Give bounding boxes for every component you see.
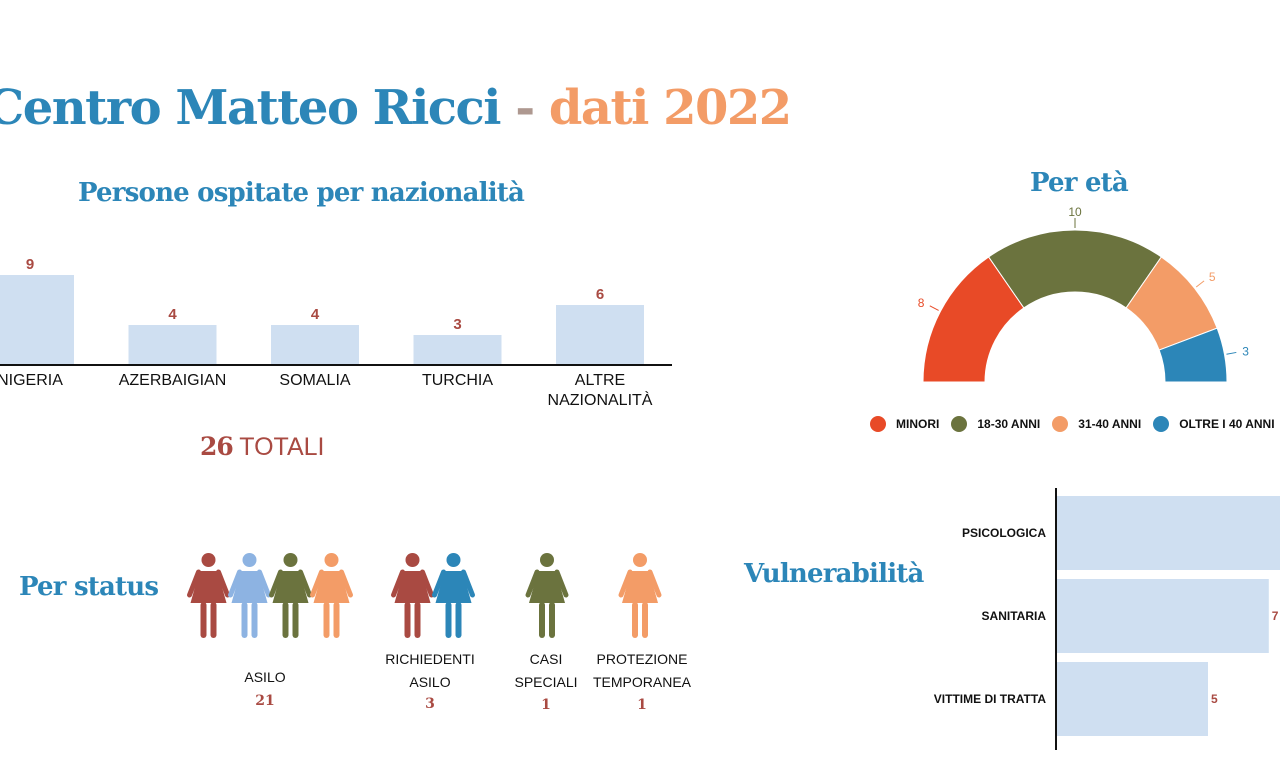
person-icon — [432, 553, 475, 638]
bar — [1056, 662, 1208, 736]
person-icon — [269, 553, 312, 638]
leader-line — [1195, 280, 1205, 288]
status-pictogram — [187, 553, 662, 638]
age-legend: MINORI 18-30 ANNI 31-40 ANNI OLTRE I 40 ANN… — [870, 416, 1280, 432]
total-number: 26 — [200, 432, 234, 461]
data-label: 5 — [1211, 692, 1218, 706]
bar — [1056, 579, 1269, 653]
person-icon — [525, 553, 569, 638]
status-label-line: CASI — [529, 651, 563, 667]
status-count: 21 — [255, 693, 275, 709]
leader-line — [1226, 351, 1237, 355]
legend-item: 31-40 ANNI — [1052, 416, 1141, 432]
leader-line — [929, 305, 939, 311]
person-icon — [391, 553, 434, 638]
legend-item: OLTRE I 40 ANNI — [1153, 416, 1275, 432]
legend-dot-icon — [951, 416, 968, 432]
bar — [413, 335, 502, 365]
status-label-line: SPECIALI — [514, 674, 578, 690]
legend-label: 31-40 ANNI — [1078, 417, 1142, 431]
legend-label: 18-30 ANNI — [977, 417, 1041, 431]
person-icon — [228, 553, 271, 638]
status-label: CASI SPECIALI — [514, 648, 577, 694]
category-label: SOMALIA — [279, 372, 350, 389]
legend-dot-icon — [870, 416, 886, 432]
slice-label: 3 — [1242, 344, 1249, 358]
category-label: TURCHIA — [422, 372, 493, 389]
slice — [1158, 327, 1228, 383]
status-label-line: ASILO — [409, 674, 451, 690]
status-label-line: PROTEZIONE — [596, 651, 688, 667]
legend-dot-icon — [1052, 416, 1069, 432]
nationality-chart-title: Persone ospitate per nazionalità — [78, 178, 525, 208]
legend-dot-icon — [1153, 416, 1170, 432]
status-count: 3 — [425, 696, 435, 712]
page-title: Centro Matteo Ricci - dati 2022 — [0, 80, 792, 136]
bar — [1056, 496, 1280, 570]
bar — [0, 275, 74, 365]
legend-label: MINORI — [896, 417, 940, 431]
category-label: AZERBAIGIAN — [119, 372, 227, 389]
category-label: VITTIME DI TRATTA — [934, 692, 1047, 706]
data-label: 7 — [1272, 609, 1279, 623]
status-label: ASILO — [244, 666, 285, 689]
category-label: ALTRE — [575, 372, 625, 389]
category-label: NIGERIA — [0, 372, 63, 389]
nationality-bar-chart: 9 NIGERIA 4 AZERBAIGIAN 4 SOMALIA 3 TURCHIA 6 ALT… — [0, 256, 672, 409]
bar — [556, 305, 644, 365]
legend-label: OLTRE I 40 ANNI — [1179, 417, 1275, 431]
total-count: 26 TOTALI — [200, 432, 325, 462]
data-label: 4 — [168, 306, 177, 323]
data-label: 3 — [453, 316, 461, 333]
status-label-line: RICHIEDENTI — [385, 651, 475, 667]
person-icon — [187, 553, 230, 638]
status-label-line: TEMPORANEA — [592, 674, 692, 690]
category-label: NAZIONALITÀ — [548, 390, 653, 409]
status-count: 1 — [541, 697, 551, 713]
legend-item: MINORI — [870, 416, 939, 432]
slice-label: 8 — [918, 296, 925, 310]
slice-label: 5 — [1209, 270, 1216, 284]
category-label: PSICOLOGICA — [962, 526, 1046, 540]
bar — [128, 325, 217, 365]
data-label: 9 — [26, 256, 34, 273]
status-label: PROTEZIONE TEMPORANEA — [593, 648, 691, 694]
slice-label: 10 — [1068, 205, 1082, 219]
status-title: Per status — [19, 572, 159, 602]
data-label: 6 — [596, 286, 604, 303]
age-donut-chart: 8 10 5 3 — [918, 205, 1249, 383]
bar — [271, 325, 359, 365]
title-separator: - — [499, 80, 549, 136]
title-main: Centro Matteo Ricci — [0, 80, 501, 136]
person-icon — [310, 553, 353, 638]
title-year: dati 2022 — [548, 80, 792, 136]
vulnerability-title: Vulnerabilità — [744, 559, 924, 589]
status-count: 1 — [637, 697, 647, 713]
vulnerability-bar-chart: PSICOLOGICA SANITARIA 7 VITTIME DI TRATTA 5 — [934, 488, 1280, 750]
status-label: RICHIEDENTI ASILO — [385, 648, 474, 694]
status-label-line: ASILO — [244, 669, 286, 685]
total-label: TOTALI — [239, 433, 325, 461]
person-icon — [618, 553, 662, 638]
legend-item: 18-30 ANNI — [951, 416, 1040, 432]
age-chart-title: Per età — [1030, 168, 1129, 198]
data-label: 4 — [311, 306, 320, 323]
category-label: SANITARIA — [982, 609, 1047, 623]
